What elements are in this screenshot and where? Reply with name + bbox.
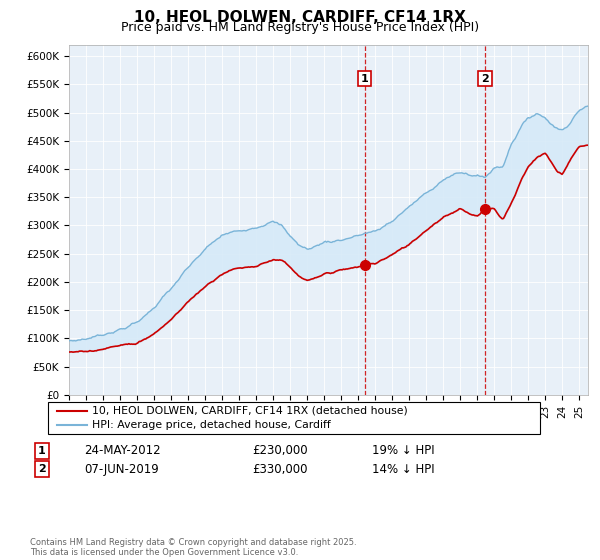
Text: HPI: Average price, detached house, Cardiff: HPI: Average price, detached house, Card… xyxy=(92,420,331,430)
Text: Contains HM Land Registry data © Crown copyright and database right 2025.
This d: Contains HM Land Registry data © Crown c… xyxy=(30,538,356,557)
Text: 1: 1 xyxy=(38,446,46,456)
Text: £330,000: £330,000 xyxy=(252,463,308,476)
Text: 07-JUN-2019: 07-JUN-2019 xyxy=(84,463,159,476)
Text: 1: 1 xyxy=(361,74,368,83)
Text: 2: 2 xyxy=(38,464,46,474)
Text: 14% ↓ HPI: 14% ↓ HPI xyxy=(372,463,434,476)
Text: 10, HEOL DOLWEN, CARDIFF, CF14 1RX (detached house): 10, HEOL DOLWEN, CARDIFF, CF14 1RX (deta… xyxy=(92,405,407,416)
Text: £230,000: £230,000 xyxy=(252,444,308,458)
Text: 19% ↓ HPI: 19% ↓ HPI xyxy=(372,444,434,458)
Text: 10, HEOL DOLWEN, CARDIFF, CF14 1RX: 10, HEOL DOLWEN, CARDIFF, CF14 1RX xyxy=(134,10,466,25)
Text: 24-MAY-2012: 24-MAY-2012 xyxy=(84,444,161,458)
Text: 2: 2 xyxy=(481,74,489,83)
Text: Price paid vs. HM Land Registry's House Price Index (HPI): Price paid vs. HM Land Registry's House … xyxy=(121,21,479,34)
